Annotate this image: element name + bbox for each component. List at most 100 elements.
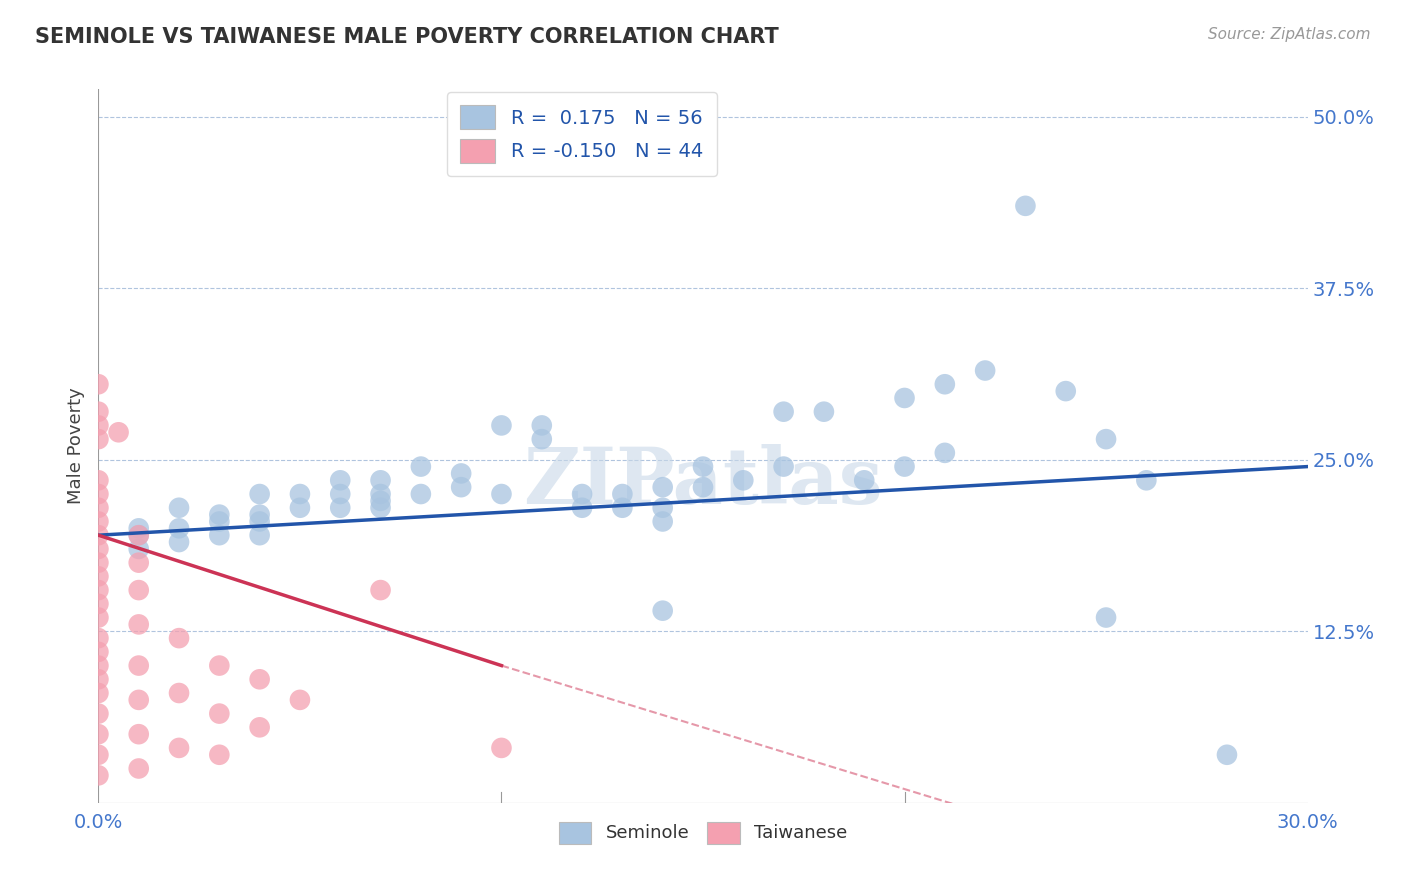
- Point: [288, 693, 311, 707]
- Point: [87, 541, 110, 556]
- Point: [491, 418, 513, 433]
- Point: [87, 500, 110, 515]
- Point: [491, 487, 513, 501]
- Point: [208, 706, 231, 721]
- Text: Source: ZipAtlas.com: Source: ZipAtlas.com: [1208, 27, 1371, 42]
- Point: [87, 610, 110, 624]
- Point: [128, 583, 150, 598]
- Point: [128, 556, 150, 570]
- Point: [1216, 747, 1239, 762]
- Point: [450, 480, 472, 494]
- Point: [87, 645, 110, 659]
- Point: [1135, 473, 1157, 487]
- Point: [1095, 610, 1118, 624]
- Point: [692, 459, 714, 474]
- Point: [87, 487, 110, 501]
- Point: [571, 500, 593, 515]
- Point: [87, 727, 110, 741]
- Point: [370, 494, 392, 508]
- Point: [128, 762, 150, 776]
- Point: [87, 405, 110, 419]
- Point: [530, 418, 553, 433]
- Point: [370, 473, 392, 487]
- Point: [571, 487, 593, 501]
- Point: [87, 528, 110, 542]
- Point: [651, 500, 673, 515]
- Point: [87, 631, 110, 645]
- Point: [167, 521, 190, 535]
- Point: [249, 720, 271, 734]
- Point: [370, 583, 392, 598]
- Point: [128, 528, 150, 542]
- Point: [107, 425, 129, 440]
- Point: [128, 617, 150, 632]
- Point: [288, 487, 311, 501]
- Point: [409, 459, 432, 474]
- Point: [409, 487, 432, 501]
- Point: [974, 363, 997, 377]
- Point: [87, 418, 110, 433]
- Point: [87, 673, 110, 687]
- Point: [612, 500, 634, 515]
- Point: [208, 515, 231, 529]
- Point: [370, 500, 392, 515]
- Text: SEMINOLE VS TAIWANESE MALE POVERTY CORRELATION CHART: SEMINOLE VS TAIWANESE MALE POVERTY CORRE…: [35, 27, 779, 46]
- Point: [128, 528, 150, 542]
- Point: [1054, 384, 1077, 398]
- Point: [167, 740, 190, 755]
- Point: [87, 556, 110, 570]
- Point: [853, 473, 876, 487]
- Y-axis label: Male Poverty: Male Poverty: [66, 388, 84, 504]
- Point: [87, 658, 110, 673]
- Point: [329, 487, 352, 501]
- Point: [329, 473, 352, 487]
- Point: [491, 740, 513, 755]
- Text: ZIPatlas: ZIPatlas: [523, 443, 883, 520]
- Point: [87, 706, 110, 721]
- Point: [772, 405, 794, 419]
- Point: [1014, 199, 1036, 213]
- Point: [651, 604, 673, 618]
- Point: [934, 446, 956, 460]
- Point: [450, 467, 472, 481]
- Point: [87, 597, 110, 611]
- Point: [329, 500, 352, 515]
- Point: [208, 528, 231, 542]
- Point: [934, 377, 956, 392]
- Point: [249, 487, 271, 501]
- Point: [612, 487, 634, 501]
- Point: [87, 473, 110, 487]
- Point: [733, 473, 755, 487]
- Point: [167, 686, 190, 700]
- Point: [530, 432, 553, 446]
- Point: [87, 768, 110, 782]
- Point: [87, 747, 110, 762]
- Point: [249, 528, 271, 542]
- Point: [692, 480, 714, 494]
- Point: [87, 686, 110, 700]
- Point: [288, 500, 311, 515]
- Point: [651, 515, 673, 529]
- Point: [208, 508, 231, 522]
- Point: [167, 535, 190, 549]
- Point: [1095, 432, 1118, 446]
- Point: [87, 377, 110, 392]
- Point: [370, 487, 392, 501]
- Point: [208, 747, 231, 762]
- Point: [813, 405, 835, 419]
- Point: [167, 631, 190, 645]
- Point: [651, 480, 673, 494]
- Point: [87, 515, 110, 529]
- Legend: Seminole, Taiwanese: Seminole, Taiwanese: [544, 807, 862, 858]
- Point: [128, 727, 150, 741]
- Point: [128, 521, 150, 535]
- Point: [87, 432, 110, 446]
- Point: [128, 541, 150, 556]
- Point: [249, 508, 271, 522]
- Point: [167, 500, 190, 515]
- Point: [87, 583, 110, 598]
- Point: [128, 693, 150, 707]
- Point: [208, 658, 231, 673]
- Point: [249, 515, 271, 529]
- Point: [893, 391, 915, 405]
